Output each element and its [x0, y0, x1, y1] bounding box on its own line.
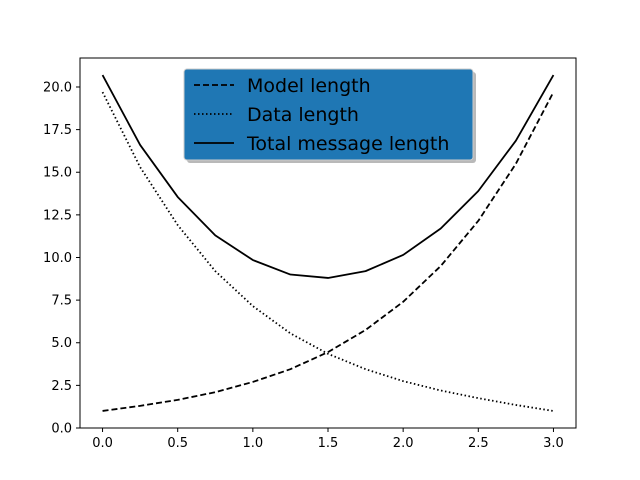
x-tick-label: 2.0: [393, 436, 414, 451]
x-tick-label: 1.0: [243, 436, 264, 451]
y-tick-label: 5.0: [51, 336, 72, 351]
x-tick-label: 3.0: [543, 436, 564, 451]
legend-box: [183, 68, 474, 161]
legend-label-2: Data length: [247, 104, 359, 126]
series-line-1: [102, 91, 555, 412]
x-tick-label: 2.5: [468, 436, 489, 451]
y-tick-label: 12.5: [43, 208, 72, 223]
y-tick-label: 20.0: [43, 80, 72, 95]
y-tick-label: 0.0: [51, 422, 72, 437]
series-line-2: [101, 91, 554, 412]
x-tick-label: 0.5: [167, 436, 188, 451]
x-tick-label: 0.0: [92, 436, 113, 451]
x-tick-label: 1.5: [318, 436, 339, 451]
y-tick-label: 10.0: [43, 251, 72, 266]
y-tick-label: 7.5: [51, 294, 72, 309]
series-line-3: [101, 74, 555, 279]
y-axis: 0.0 2.5 5.0 7.5 10.0 12.5 15.0 17.5 20.0: [43, 80, 80, 437]
legend-label-3: Total message length: [246, 133, 449, 155]
legend-label-1: Model length: [247, 75, 371, 97]
y-tick-label: 15.0: [43, 166, 72, 181]
legend: Model length Data length Total message len…: [183, 68, 476, 163]
y-tick-label: 2.5: [51, 379, 72, 394]
y-tick-label: 17.5: [43, 123, 72, 138]
x-axis: 0.0 0.5 1.0 1.5 2.0 2.5 3.0: [92, 428, 564, 451]
plot-lines: [101, 74, 555, 412]
